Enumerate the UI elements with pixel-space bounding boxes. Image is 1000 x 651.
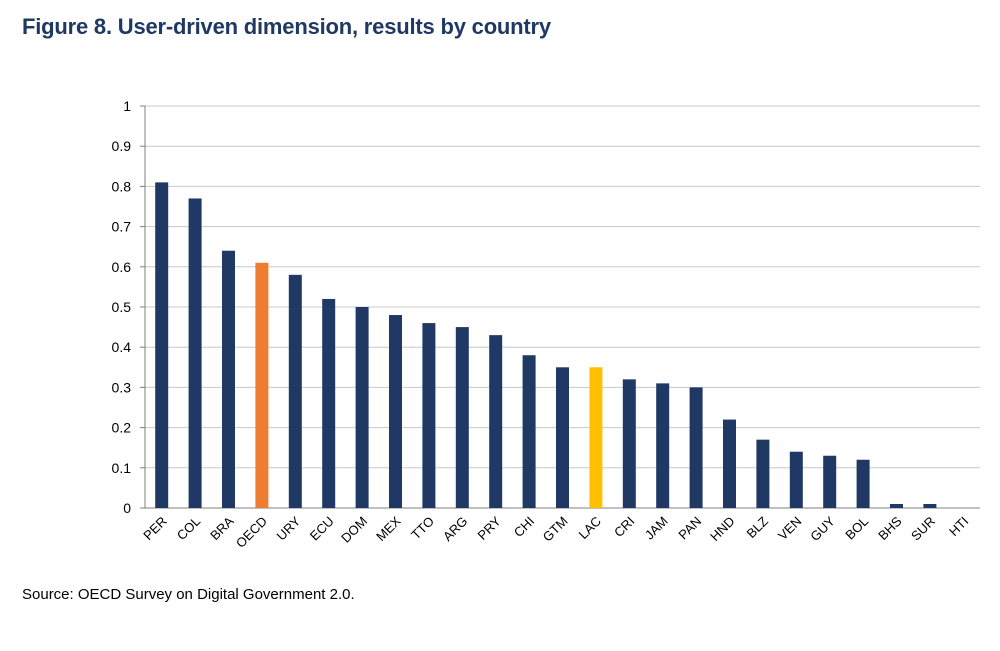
y-tick-label: 0.5: [112, 299, 132, 315]
x-tick-label: CHI: [511, 514, 537, 540]
x-tick-label: BHS: [875, 513, 905, 543]
x-tick-label: MEX: [373, 513, 404, 544]
x-tick-label: DOM: [338, 514, 370, 546]
x-tick-label: TTO: [408, 514, 437, 543]
bar-bra: [222, 250, 235, 508]
bar-bhs: [890, 503, 903, 508]
y-tick-label: 0.3: [112, 379, 132, 395]
bar-sur: [923, 503, 937, 508]
bar-gtm: [556, 367, 569, 508]
bar-oecd: [255, 262, 269, 508]
source-note: Source: OECD Survey on Digital Governmen…: [22, 586, 355, 603]
bar-lac: [589, 367, 603, 508]
x-tick-label: HND: [707, 514, 738, 545]
bar-pry: [489, 335, 503, 508]
bar-dom: [355, 307, 369, 508]
x-tick-label: LAC: [576, 514, 604, 542]
bar-arg: [455, 327, 469, 508]
x-tick-label: GTM: [540, 514, 571, 545]
bar-mex: [389, 315, 402, 508]
bar-ven: [789, 451, 803, 508]
bar-pan: [689, 387, 703, 508]
y-tick-label: 0.8: [112, 178, 132, 194]
x-tick-label: BRA: [207, 513, 237, 543]
y-tick-label: 0.1: [112, 460, 132, 476]
bar-chart: 0 0.1 0.2 0.3 0.4 0.5 0.6 0.7 0.8 0.9 1 PER COL BRAO…: [112, 98, 980, 551]
x-tick-label: HTI: [946, 514, 971, 539]
x-tick-label: PER: [140, 514, 170, 544]
bar-ecu: [322, 298, 336, 508]
y-tick-label: 0.6: [112, 259, 132, 275]
y-tick-label: 0.7: [112, 219, 132, 235]
bar-col: [188, 198, 202, 508]
x-tick-label: VEN: [775, 514, 805, 544]
y-tick-label: 1: [123, 98, 131, 114]
bar-per: [155, 182, 169, 508]
y-tick-label: 0.9: [112, 138, 132, 154]
bars: [155, 182, 937, 508]
x-tick-label: URY: [274, 513, 304, 543]
x-tick-label: GUY: [807, 513, 838, 544]
x-tick-label: COL: [174, 514, 204, 544]
x-tick-label: ECU: [307, 514, 337, 544]
x-tick-label: BOL: [842, 514, 871, 543]
x-tick-label: OECD: [233, 514, 270, 551]
x-tick-label: BLZ: [744, 513, 772, 541]
bar-hnd: [723, 419, 736, 508]
bar-blz: [756, 439, 770, 508]
bar-cri: [622, 379, 636, 508]
bar-ury: [288, 274, 302, 508]
bar-jam: [656, 383, 670, 508]
x-tick-label: JAM: [642, 514, 671, 543]
bar-tto: [422, 323, 436, 508]
x-tick-label: ARG: [440, 514, 471, 545]
figure-title: Figure 8. User-driven dimension, results…: [22, 14, 551, 39]
x-tick-label: PAN: [675, 514, 704, 543]
y-tick-label: 0.2: [112, 420, 132, 436]
x-tick-label: SUR: [908, 514, 938, 544]
bar-bol: [856, 459, 870, 508]
x-tick-label: CRI: [611, 514, 637, 540]
y-tick-label: 0.4: [112, 339, 132, 355]
x-tick-label: PRY: [474, 513, 504, 543]
bar-guy: [823, 455, 837, 508]
bar-chi: [522, 355, 536, 508]
y-tick-label: 0: [123, 500, 131, 516]
